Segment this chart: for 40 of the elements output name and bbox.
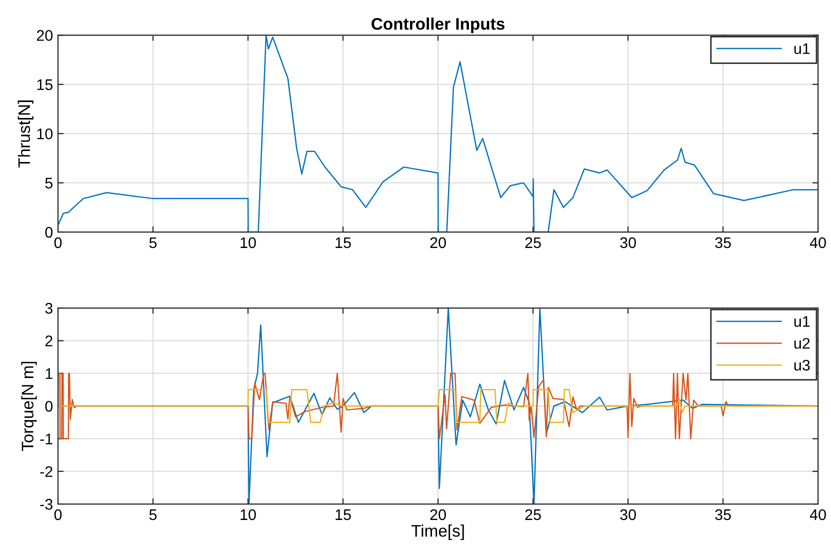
x-tick-label: 20 [430, 237, 446, 248]
x-tick-label: 25 [525, 237, 541, 248]
x-tick-label: 20 [430, 509, 446, 520]
y-tick-label: -3 [40, 498, 52, 510]
x-tick-label: 0 [54, 509, 62, 520]
x-tick-label: 40 [810, 237, 826, 248]
y-tick-label: 20 [36, 30, 53, 41]
x-tick-label: 5 [149, 509, 157, 520]
y-tick-label: 2 [45, 336, 52, 346]
x-tick-label: 40 [810, 509, 826, 520]
x-tick-label: 0 [54, 237, 62, 248]
y-tick-label: -1 [40, 434, 52, 444]
x-tick-label: 30 [620, 237, 636, 248]
x-tick-label: 15 [336, 509, 351, 520]
x-tick-label: 10 [240, 237, 256, 248]
legend-label: u2 [794, 338, 810, 349]
line-series [58, 35, 818, 232]
x-tick-label: 30 [620, 509, 636, 520]
y-tick-label: 1 [46, 368, 52, 379]
legend-label: u1 [794, 316, 810, 327]
x-tick-label: 5 [149, 237, 157, 248]
y-axis-title: Thrust[N] [18, 100, 34, 168]
y-tick-label: 10 [37, 128, 53, 140]
chart-title: Controller Inputs [372, 18, 504, 34]
legend-label: u1 [794, 43, 810, 54]
y-tick-label: 0 [45, 400, 53, 412]
x-tick-label: 10 [240, 509, 256, 520]
y-tick-label: 3 [45, 302, 52, 314]
x-axis-title: Time[s] [411, 524, 464, 540]
y-tick-label: 15 [37, 79, 53, 90]
y-tick-label: 5 [45, 178, 53, 188]
y-tick-label: 0 [45, 226, 53, 238]
x-tick-label: 35 [715, 237, 731, 248]
x-tick-label: 35 [715, 509, 731, 520]
y-axis-title: Torque[N m] [21, 362, 37, 452]
x-tick-label: 15 [336, 237, 351, 248]
y-tick-label: -2 [40, 466, 52, 477]
line-series [58, 389, 818, 423]
x-tick-label: 25 [525, 509, 541, 520]
legend-label: u3 [794, 360, 810, 371]
